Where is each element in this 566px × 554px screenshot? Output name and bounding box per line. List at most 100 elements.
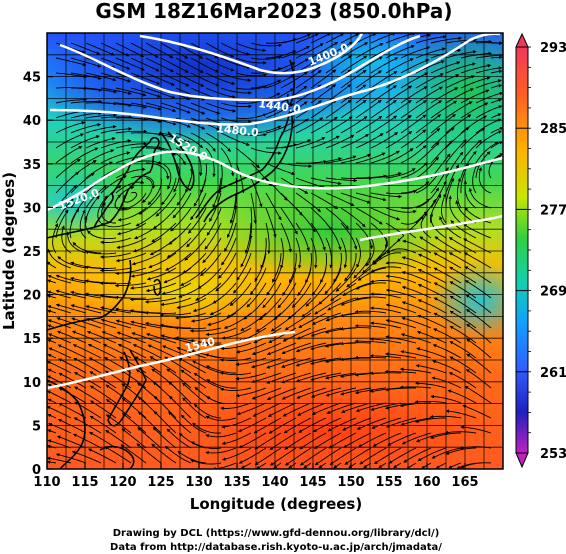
x-tick-label: 165 [451, 475, 478, 490]
streamline [229, 282, 252, 306]
streamline [325, 84, 352, 104]
streamline [85, 113, 118, 119]
streamline [385, 303, 417, 314]
streamline [105, 384, 132, 404]
streamline [86, 330, 117, 344]
streamline [145, 42, 174, 59]
streamline [329, 447, 357, 466]
streamline [400, 145, 427, 164]
streamline [448, 195, 462, 224]
streamline [87, 343, 117, 359]
streamline [365, 237, 375, 267]
streamline [333, 252, 342, 283]
streamline [288, 252, 297, 284]
streamline [184, 237, 207, 261]
streamline [58, 402, 87, 419]
streamline [372, 237, 388, 264]
streamline [310, 116, 338, 134]
streamline [415, 35, 447, 44]
streamline [137, 411, 162, 434]
streamline [430, 74, 460, 89]
streamline [433, 282, 462, 299]
streamline [235, 372, 267, 381]
streamline [224, 222, 237, 252]
streamline [166, 428, 192, 449]
streamline [262, 282, 282, 309]
cyan-region-west [47, 160, 130, 240]
streamline [310, 84, 337, 104]
streamline [145, 57, 175, 73]
streamline [70, 72, 102, 80]
streamline [175, 132, 204, 149]
streamline [55, 57, 87, 67]
streamline [86, 317, 117, 329]
streamline [282, 402, 312, 417]
streamline [430, 87, 459, 104]
streamline [449, 281, 477, 299]
streamline [416, 330, 447, 344]
streamline [235, 147, 260, 169]
streamline [100, 318, 132, 329]
streamline [130, 175, 156, 189]
streamline [408, 215, 424, 239]
streamline [250, 147, 282, 155]
streamline [340, 222, 358, 250]
coastline-asia-mainland [47, 136, 160, 239]
streamline [146, 162, 170, 180]
streamline [449, 310, 477, 329]
streamline [187, 207, 207, 234]
streamline [445, 101, 473, 119]
streamline [464, 207, 492, 224]
coastline-sakhalin [286, 59, 295, 106]
streamline [182, 397, 207, 419]
y-tick-label: 0 [32, 463, 41, 478]
streamline [130, 87, 162, 98]
streamline [448, 372, 477, 389]
streamline [266, 342, 297, 356]
streamline [160, 72, 190, 87]
streamline [295, 207, 316, 233]
x-tick-label: 150 [337, 475, 364, 490]
streamline [267, 402, 297, 417]
streamline [192, 422, 222, 434]
streamline [265, 162, 296, 176]
streamline [205, 132, 231, 152]
streamline [490, 126, 503, 134]
streamline [355, 56, 383, 74]
streamline [430, 432, 461, 439]
streamline [355, 33, 377, 44]
streamline [280, 33, 311, 44]
streamline [435, 462, 447, 469]
streamline [190, 192, 207, 221]
streamline [88, 357, 117, 374]
streamline [165, 252, 192, 271]
streamline [70, 147, 99, 164]
streamline [71, 450, 102, 464]
streamline [339, 327, 372, 331]
streamline [448, 462, 462, 469]
y-axis: 0 5 10 15 20 25 30 35 40 45 [23, 71, 53, 478]
streamline [168, 381, 192, 404]
streamline [260, 237, 267, 269]
streamline [206, 207, 222, 236]
streamline [466, 338, 492, 359]
streamline [356, 417, 387, 430]
streamline [55, 121, 86, 134]
y-tick-label: 10 [23, 376, 41, 391]
streamline [325, 99, 352, 119]
streamline [48, 347, 72, 359]
streamline [115, 167, 146, 179]
streamline [355, 99, 382, 119]
streamline [328, 432, 357, 449]
streamline [355, 207, 383, 225]
streamline [121, 428, 147, 449]
streamline [325, 41, 353, 59]
streamline [47, 368, 57, 374]
streamline [70, 135, 100, 149]
streamline [385, 58, 414, 74]
contour-1520 [47, 150, 503, 212]
streamline [299, 432, 327, 450]
streamline [463, 180, 477, 209]
streamline [47, 406, 72, 419]
